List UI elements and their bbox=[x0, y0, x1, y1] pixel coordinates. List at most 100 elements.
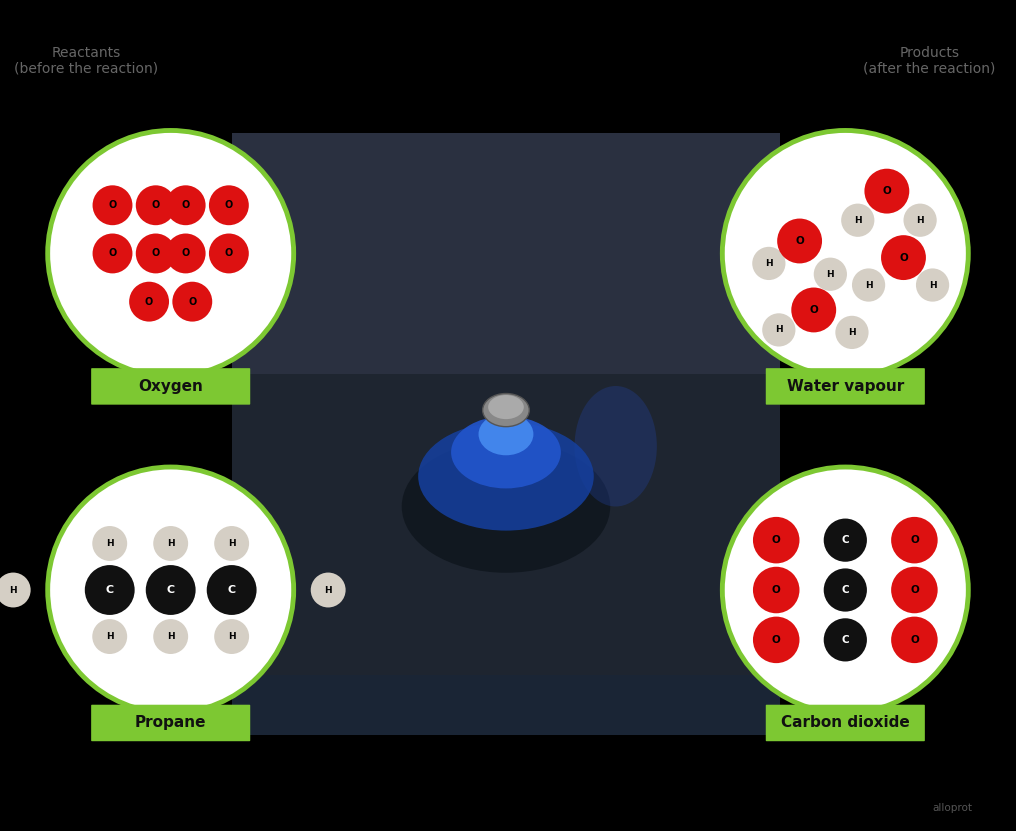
Circle shape bbox=[173, 282, 212, 322]
Text: Water vapour: Water vapour bbox=[786, 379, 904, 394]
Text: Products
(after the reaction): Products (after the reaction) bbox=[864, 46, 996, 76]
FancyBboxPatch shape bbox=[766, 368, 925, 405]
Text: O: O bbox=[772, 585, 780, 595]
Ellipse shape bbox=[419, 422, 593, 531]
Text: C: C bbox=[106, 585, 114, 595]
Text: Oxygen: Oxygen bbox=[138, 379, 203, 394]
Text: H: H bbox=[106, 632, 114, 641]
Circle shape bbox=[814, 258, 847, 291]
Ellipse shape bbox=[575, 386, 657, 506]
Text: O: O bbox=[910, 635, 918, 645]
Text: H: H bbox=[167, 632, 175, 641]
Text: H: H bbox=[865, 281, 873, 289]
Circle shape bbox=[881, 235, 926, 280]
Circle shape bbox=[835, 316, 869, 349]
Text: C: C bbox=[841, 585, 849, 595]
Circle shape bbox=[84, 565, 135, 615]
Ellipse shape bbox=[488, 395, 524, 419]
Text: H: H bbox=[765, 259, 773, 268]
Circle shape bbox=[48, 130, 294, 376]
Text: O: O bbox=[810, 305, 818, 315]
Text: H: H bbox=[827, 270, 834, 278]
Circle shape bbox=[824, 519, 867, 562]
Text: Carbon dioxide: Carbon dioxide bbox=[781, 715, 909, 730]
Circle shape bbox=[214, 619, 249, 654]
Text: O: O bbox=[182, 248, 190, 258]
Text: O: O bbox=[151, 200, 160, 210]
Text: O: O bbox=[225, 248, 233, 258]
Bar bbox=[232, 133, 780, 465]
Text: O: O bbox=[772, 535, 780, 545]
Text: C: C bbox=[228, 585, 236, 595]
Circle shape bbox=[153, 619, 188, 654]
Circle shape bbox=[777, 219, 822, 263]
Text: O: O bbox=[145, 297, 153, 307]
Circle shape bbox=[214, 526, 249, 561]
Text: H: H bbox=[929, 281, 937, 289]
FancyBboxPatch shape bbox=[91, 705, 250, 741]
Text: H: H bbox=[228, 539, 236, 548]
Text: Propane: Propane bbox=[135, 715, 206, 730]
Circle shape bbox=[206, 565, 257, 615]
FancyBboxPatch shape bbox=[91, 368, 250, 405]
Circle shape bbox=[722, 130, 968, 376]
Circle shape bbox=[752, 247, 785, 280]
Ellipse shape bbox=[483, 394, 529, 426]
Text: O: O bbox=[188, 297, 196, 307]
Text: H: H bbox=[228, 632, 236, 641]
Circle shape bbox=[891, 617, 938, 663]
Circle shape bbox=[824, 618, 867, 661]
Text: O: O bbox=[109, 200, 117, 210]
Circle shape bbox=[92, 619, 127, 654]
Text: O: O bbox=[899, 253, 908, 263]
Ellipse shape bbox=[451, 416, 561, 489]
FancyBboxPatch shape bbox=[766, 705, 925, 741]
Circle shape bbox=[852, 268, 885, 302]
Circle shape bbox=[891, 517, 938, 563]
Text: H: H bbox=[9, 586, 17, 594]
Text: H: H bbox=[848, 328, 855, 337]
Text: Reactants
(before the reaction): Reactants (before the reaction) bbox=[14, 46, 158, 76]
Circle shape bbox=[824, 568, 867, 612]
Text: O: O bbox=[910, 535, 918, 545]
Bar bbox=[232, 374, 780, 675]
Circle shape bbox=[129, 282, 169, 322]
Circle shape bbox=[753, 567, 800, 613]
Circle shape bbox=[722, 467, 968, 713]
Text: H: H bbox=[324, 586, 332, 594]
Circle shape bbox=[209, 234, 249, 273]
Circle shape bbox=[311, 573, 345, 607]
Text: alloprot: alloprot bbox=[933, 803, 972, 813]
Text: O: O bbox=[109, 248, 117, 258]
Circle shape bbox=[791, 288, 836, 332]
Circle shape bbox=[891, 567, 938, 613]
Circle shape bbox=[903, 204, 937, 237]
Text: O: O bbox=[772, 635, 780, 645]
Bar bbox=[232, 133, 780, 735]
Circle shape bbox=[0, 573, 30, 607]
Text: O: O bbox=[151, 248, 160, 258]
Text: O: O bbox=[182, 200, 190, 210]
Circle shape bbox=[92, 185, 132, 225]
Text: O: O bbox=[883, 186, 891, 196]
Circle shape bbox=[48, 467, 294, 713]
Text: C: C bbox=[841, 535, 849, 545]
Circle shape bbox=[136, 234, 176, 273]
Text: C: C bbox=[167, 585, 175, 595]
Circle shape bbox=[865, 169, 909, 214]
Ellipse shape bbox=[479, 413, 533, 455]
Circle shape bbox=[753, 617, 800, 663]
Circle shape bbox=[166, 185, 205, 225]
Circle shape bbox=[153, 526, 188, 561]
Circle shape bbox=[136, 185, 176, 225]
Text: C: C bbox=[841, 635, 849, 645]
Text: H: H bbox=[916, 216, 924, 224]
Circle shape bbox=[753, 517, 800, 563]
Circle shape bbox=[841, 204, 875, 237]
Circle shape bbox=[92, 526, 127, 561]
Ellipse shape bbox=[401, 440, 611, 573]
Circle shape bbox=[166, 234, 205, 273]
Text: H: H bbox=[106, 539, 114, 548]
Text: H: H bbox=[775, 326, 782, 334]
Text: O: O bbox=[910, 585, 918, 595]
